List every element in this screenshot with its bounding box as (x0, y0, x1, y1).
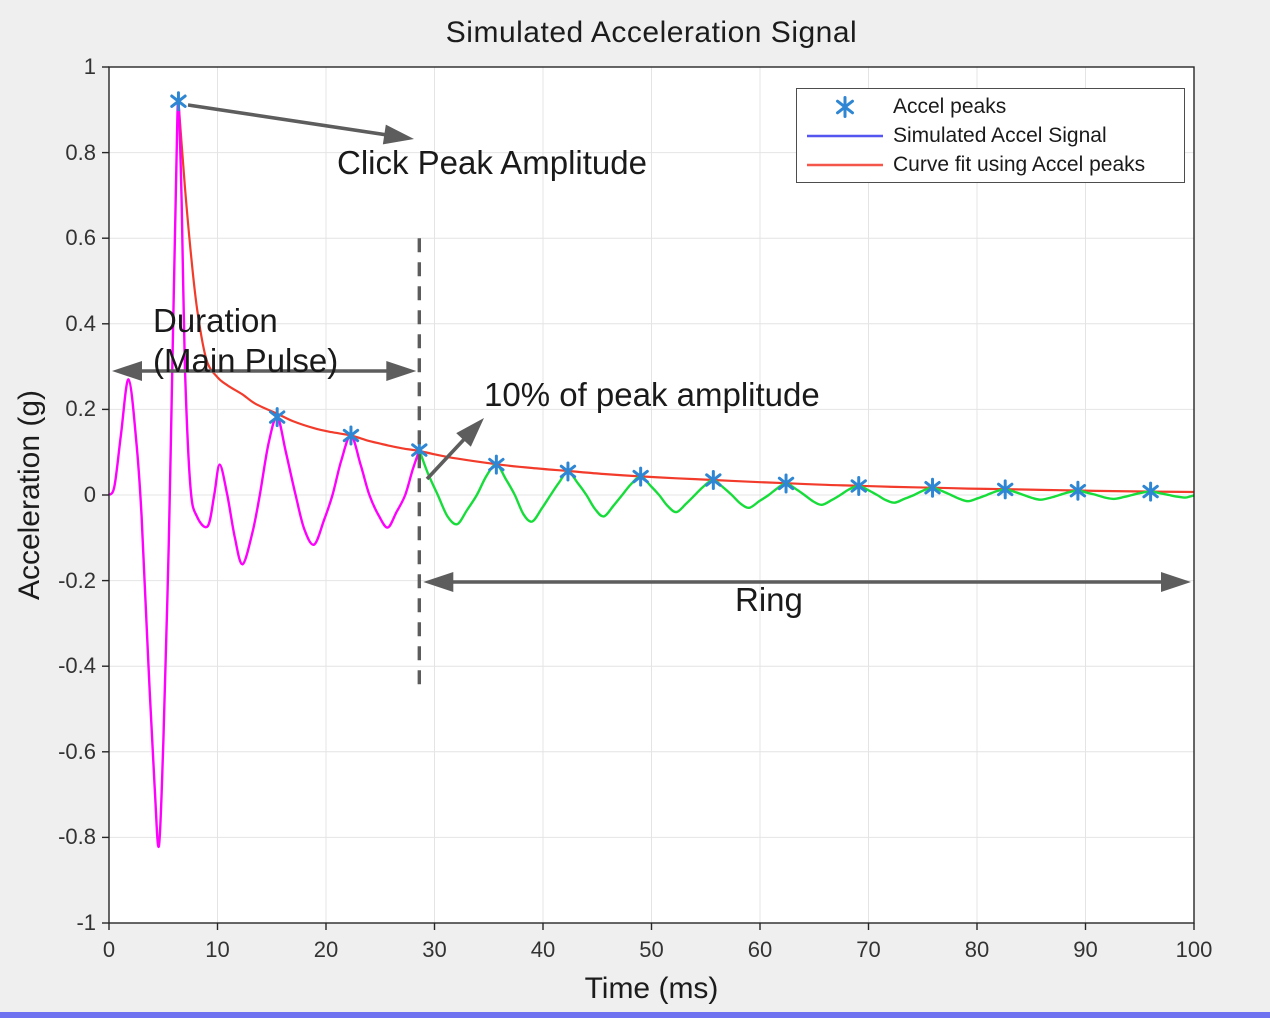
x-tick-label: 10 (205, 937, 230, 962)
x-tick-label: 0 (102, 937, 116, 962)
pct-peak-arrow (425, 418, 484, 481)
accel-peak-asterisk-marker (924, 477, 941, 498)
duration-extent-arrow (112, 361, 417, 381)
legend-label: Accel peaks (893, 94, 1007, 118)
x-tick-label: 60 (747, 937, 773, 962)
x-tick-label: 50 (639, 937, 664, 962)
accel-peak-asterisk-marker (342, 425, 360, 446)
x-tick-label: 80 (964, 937, 990, 962)
accel-peak-asterisk-marker (777, 473, 795, 494)
legend-label: Curve fit using Accel peaks (893, 152, 1146, 176)
click-peak-arrow (187, 103, 414, 145)
legend-entry-accel-peaks: Accel peaks (797, 93, 1184, 121)
legend-line-marker-red-icon (797, 162, 893, 168)
y-axis-label: Acceleration (g) (13, 389, 46, 601)
x-tick-label: 40 (530, 937, 556, 962)
y-tick-label: -0.2 (58, 567, 96, 593)
accel-peak-asterisk-marker (268, 407, 286, 428)
accel-peak-asterisk-marker (1069, 480, 1087, 501)
accel-peak-asterisk-marker (488, 454, 505, 475)
y-tick-label: 1 (83, 54, 96, 79)
legend-line-marker-blue-icon (797, 133, 893, 139)
y-tick-label: 0.2 (65, 396, 96, 422)
y-tick-label: -1 (76, 910, 96, 935)
x-tick-label: 100 (1175, 937, 1213, 962)
accel-peak-asterisk-marker (850, 476, 867, 497)
y-tick-label: 0 (83, 482, 96, 507)
y-tick-label: -0.8 (58, 824, 96, 850)
window-bottom-edge-bar (0, 1012, 1270, 1018)
annotation-duration-main-pulse: Duration (Main Pulse) (153, 301, 338, 381)
accel-peak-asterisk-marker (559, 461, 577, 482)
legend-label: Simulated Accel Signal (893, 123, 1107, 147)
accel-peak-asterisk-marker (170, 91, 187, 112)
accel-peak-asterisk-marker (632, 466, 649, 487)
annotation-duration-line2: (Main Pulse) (153, 342, 339, 379)
x-tick-label: 90 (1073, 937, 1098, 962)
y-tick-label: 0.8 (65, 139, 96, 165)
accel-peak-asterisk-marker (1142, 481, 1159, 502)
y-tick-label: 0.4 (65, 310, 96, 336)
y-tick-label: 0.6 (65, 225, 96, 251)
legend-entry-simulated-signal: Simulated Accel Signal (797, 122, 1184, 150)
x-axis-label: Time (ms) (584, 972, 719, 1005)
legend-entry-curve-fit: Curve fit using Accel peaks (797, 151, 1184, 179)
annotation-10pct-peak-amplitude: 10% of peak amplitude (484, 376, 820, 413)
x-tick-label: 70 (856, 937, 881, 962)
accel-peak-asterisk-marker (997, 479, 1014, 500)
y-tick-label: -0.6 (58, 738, 96, 764)
annotation-click-peak-amplitude: Click Peak Amplitude (337, 144, 647, 181)
series-curve-fit (177, 101, 1195, 494)
accel-peak-asterisk-marker (705, 470, 722, 491)
annotation-duration-line1: Duration (153, 302, 278, 339)
chart-title: Simulated Acceleration Signal (445, 16, 858, 49)
annotation-ring: Ring (735, 581, 803, 618)
series-signal-ring (418, 449, 1195, 526)
legend-asterisk-marker-icon (797, 95, 893, 119)
x-tick-label: 30 (422, 937, 447, 962)
ring-extent-arrow (423, 572, 1191, 592)
y-tick-label: -0.4 (58, 653, 96, 679)
legend-box: Accel peaks Simulated Accel Signal Curve… (796, 88, 1185, 183)
x-tick-label: 20 (313, 937, 339, 962)
